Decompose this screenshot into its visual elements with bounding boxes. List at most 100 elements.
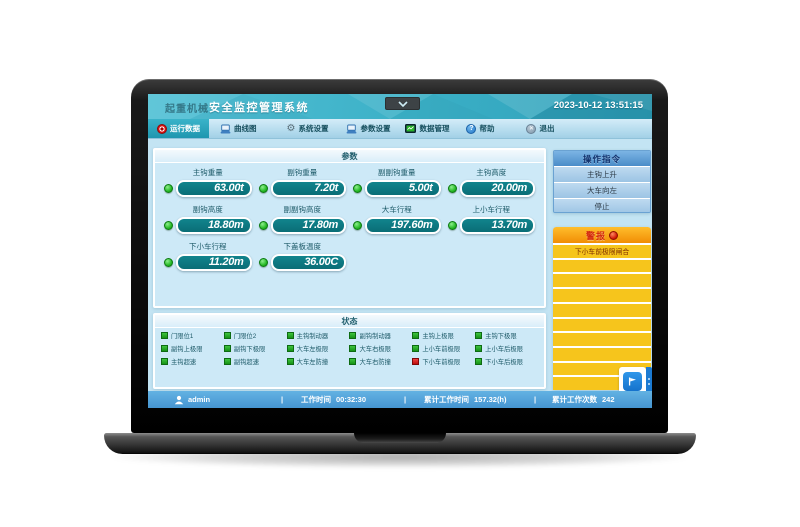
status-label: 下小车前极限 (422, 359, 461, 366)
alarm-list-item-empty (553, 316, 651, 332)
datetime: 2023-10-12 13:51:15 (553, 100, 643, 111)
status-item: 门限位1 (161, 331, 224, 340)
status-item: 副钩超速 (223, 357, 287, 366)
gauge-label: 副副钩高度 (283, 205, 322, 214)
status-ok-icon (161, 332, 168, 339)
gauge-label: 上小车行程 (472, 205, 511, 214)
work-time: 工作时间 00:32:30 (301, 391, 366, 408)
status-item: 主钩下极限 (475, 331, 538, 340)
alarm-list-item-empty (553, 287, 651, 302)
app-window: 起重机械 安全监控管理系统 2023-10-12 13:51:15 运行数据 曲… (148, 94, 652, 408)
alarm-title: 警报 (585, 230, 606, 241)
gauge-lower-trolley-travel: 下小车行程 11.20m (164, 241, 252, 271)
laptop-base (104, 433, 696, 454)
status-label: 副钩超速 (233, 359, 260, 366)
menu-item-data-management[interactable]: 数据管理 (398, 119, 456, 138)
status-header: 状态 (155, 315, 544, 328)
menu-item-system-settings[interactable]: ⚙ 系统设置 (280, 119, 336, 138)
alarm-list-item: 下小车前极限闸合 (553, 243, 651, 258)
gauge-label: 副副钩重量 (378, 168, 416, 177)
led-green-icon (164, 221, 173, 230)
menu-item-param-settings[interactable]: 参数设置 (339, 119, 397, 138)
status-panel: 状态 门限位1 门限位2 主钩制动器 副钩制动器 主钩上极限 主钩下极限 副钩上… (153, 313, 546, 389)
op-button-stop[interactable]: 停止 (554, 198, 650, 212)
status-item-alarm: 下小车前极限 (412, 357, 475, 366)
close-icon: ✕ (526, 123, 537, 134)
laptop-icon (220, 124, 231, 134)
status-item: 副钩下极限 (223, 344, 287, 353)
status-item: 副钩制动器 (349, 331, 412, 340)
status-item: 主钩上极限 (412, 331, 475, 340)
total-work-time: 累计工作时间 157.32(h) (424, 391, 507, 408)
laptop-icon (346, 124, 357, 134)
led-green-icon (353, 184, 362, 193)
page-title: 安全监控管理系统 (209, 102, 309, 114)
drag-handle[interactable] (646, 367, 652, 396)
status-item: 大车左极限 (286, 344, 350, 353)
op-button-gantry-left[interactable]: 大车向左 (554, 182, 650, 198)
status-label: 下小车后极限 (485, 359, 523, 366)
gauge-label: 主钩高度 (476, 168, 507, 177)
status-label: 大车左防撞 (296, 359, 329, 366)
gauge-gantry-travel: 大车行程 197.60m (353, 204, 441, 234)
menu-item-curves[interactable]: 曲线图 (213, 119, 264, 138)
gauge-aux2-hook-height: 副副钩高度 17.80m (258, 204, 346, 234)
gauge-label: 大车行程 (381, 205, 412, 214)
status-label: 大车左极限 (296, 346, 329, 353)
alarm-header: 警报 (553, 227, 651, 243)
status-ok-icon (161, 358, 168, 365)
statusbar: admin | 工作时间 00:32:30 | 累计工作时间 157.32(h)… (148, 391, 652, 408)
status-item: 下小车后极限 (475, 357, 538, 366)
status-item: 上小车前极限 (412, 344, 475, 353)
status-label: 上小车后极限 (485, 346, 523, 353)
status-ok-icon (286, 358, 294, 365)
status-ok-icon (286, 332, 294, 339)
status-ok-icon (223, 358, 231, 365)
status-ok-icon (223, 345, 231, 352)
menu-item-exit[interactable]: ✕ 退出 (519, 119, 561, 138)
menu-label: 运行数据 (170, 124, 200, 133)
status-ok-icon (475, 332, 483, 339)
status-item: 副钩上极限 (161, 344, 224, 353)
laptop-notch (354, 433, 446, 443)
status-label: 上小车前极限 (422, 346, 461, 353)
status-ok-icon (349, 345, 357, 352)
menu-label: 曲线图 (234, 124, 257, 133)
gauge-aux2-hook-weight: 副副钩重量 5.00t (353, 167, 441, 197)
alarm-bell-icon (609, 230, 618, 240)
op-button-main-hook-up[interactable]: 主钩上升 (554, 166, 650, 182)
status-item: 上小车后极限 (475, 344, 538, 353)
status-label: 大车右极限 (359, 346, 391, 353)
status-ok-icon (161, 345, 168, 352)
status-label: 门限位1 (171, 333, 194, 340)
status-ok-icon (349, 332, 357, 339)
menu-item-help[interactable]: ? 帮助 (459, 119, 501, 138)
led-green-icon (164, 258, 173, 267)
separator: | (534, 395, 537, 404)
gauge-value: 17.80m (270, 217, 346, 234)
total-work-time-label: 累计工作时间 (424, 395, 469, 404)
record-icon (157, 123, 167, 134)
gauge-main-hook-weight: 主钩重量 63.00t (164, 167, 252, 197)
menu-label: 系统设置 (298, 124, 329, 133)
status-label: 主钩制动器 (296, 333, 329, 340)
separator: | (404, 395, 407, 404)
total-work-time-value: 157.32(h) (474, 395, 507, 404)
led-green-icon (353, 221, 362, 230)
work-time-value: 00:32:30 (336, 395, 367, 404)
menu-item-run-data[interactable]: 运行数据 (148, 119, 209, 138)
status-label: 副钩下极限 (233, 346, 266, 353)
menu-label: 退出 (539, 124, 555, 133)
alarm-list-item-empty (553, 345, 651, 361)
gauge-label: 下小车行程 (189, 242, 227, 251)
collapse-button[interactable] (385, 97, 420, 110)
gauge-value: 7.20t (270, 180, 346, 197)
gauge-value: 20.00m (459, 180, 535, 197)
current-user: admin (174, 391, 210, 408)
gauge-lower-panel-temp: 下盖板温度 36.00C (258, 241, 346, 271)
params-panel: 参数 主钩重量 63.00t 副钩重量 7.20t 副副钩重量 5.00t 主钩… (153, 148, 546, 308)
gauge-label: 副钩高度 (192, 205, 223, 214)
led-green-icon (258, 184, 268, 193)
gauge-upper-trolley-travel: 上小车行程 13.70m (447, 204, 535, 234)
